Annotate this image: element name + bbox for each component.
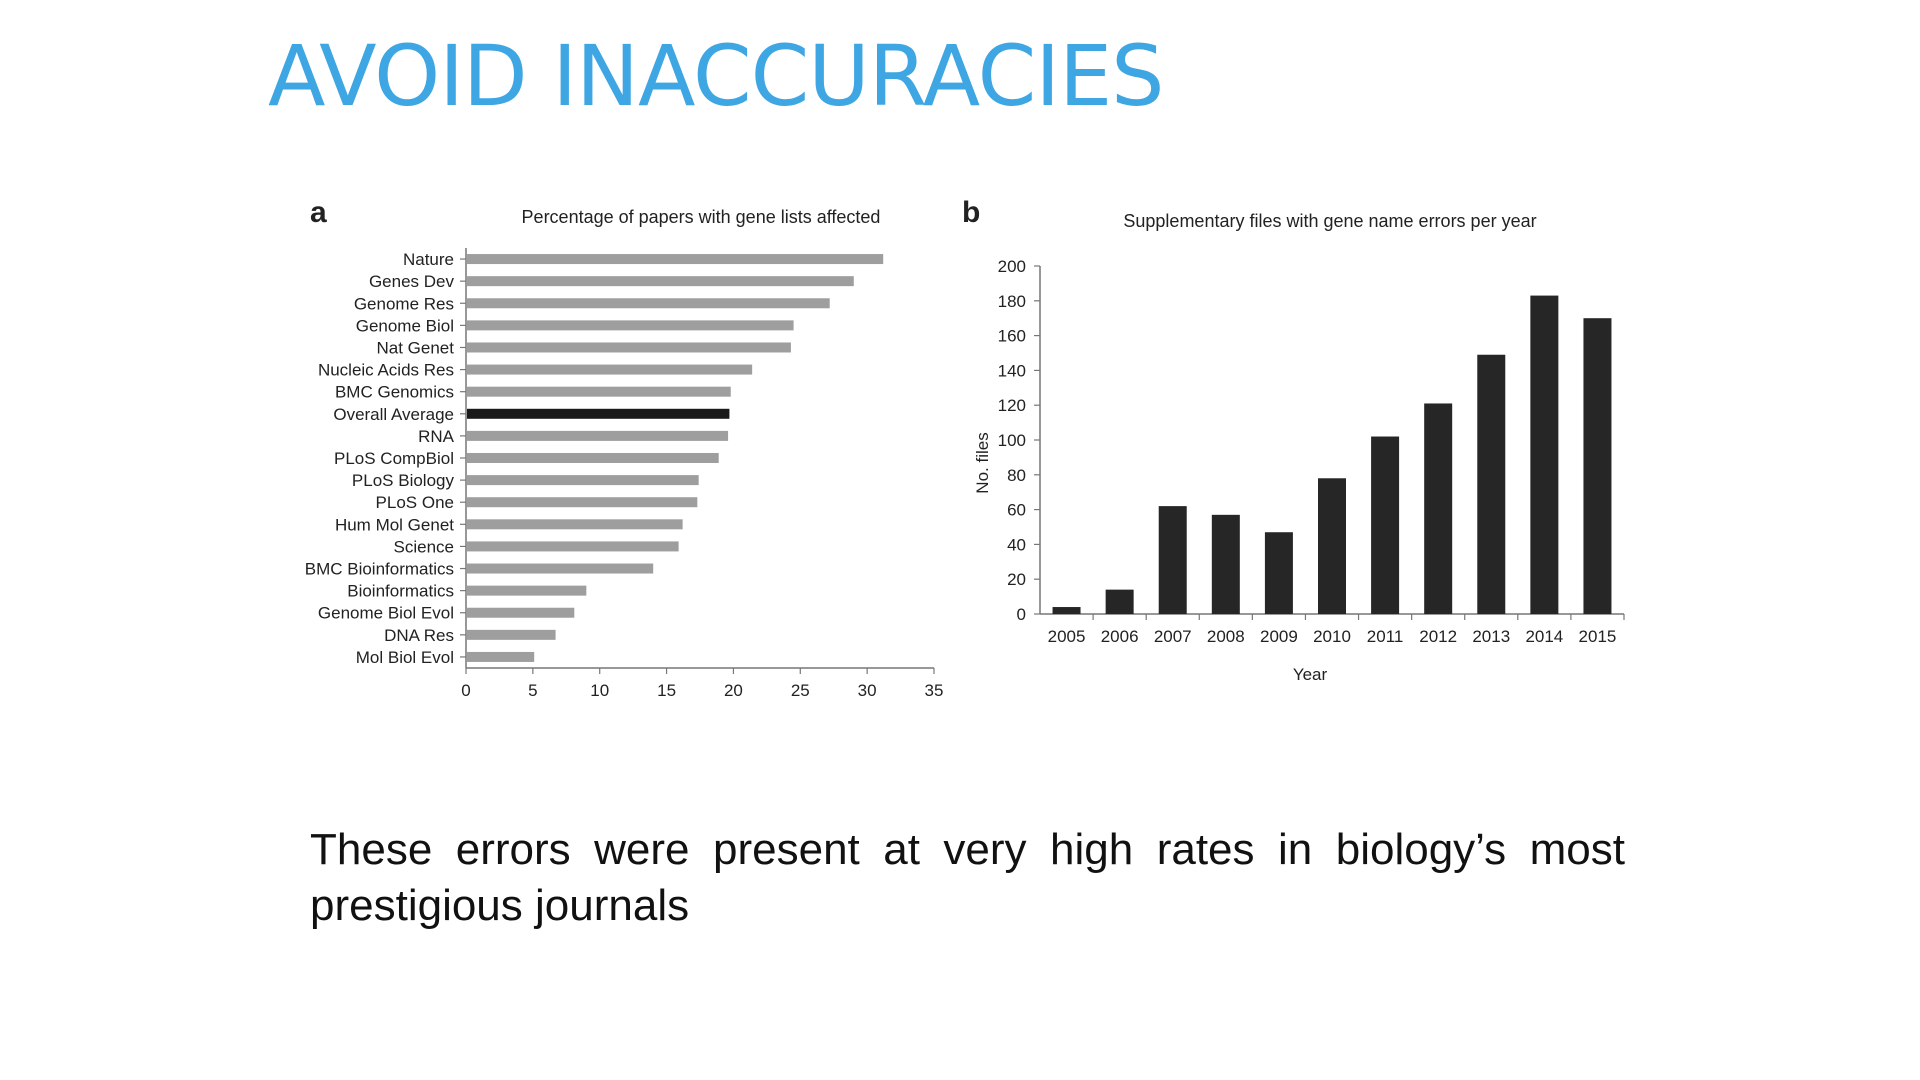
chart-a-bar <box>467 453 719 463</box>
chart-b-x-tick-label: 2008 <box>1207 627 1245 646</box>
chart-b-y-tick-label: 120 <box>998 396 1026 415</box>
chart-a-category-label: Nat Genet <box>377 338 455 357</box>
chart-b-y-tick-label: 0 <box>1017 605 1026 624</box>
chart-a-category-label: BMC Bioinformatics <box>305 560 454 579</box>
chart-b-y-tick-label: 200 <box>998 257 1026 276</box>
chart-a-bar <box>467 475 699 486</box>
chart-b-ylabel: No. files <box>973 432 992 493</box>
panel-b-letter: b <box>962 196 980 229</box>
chart-a-bar <box>467 342 791 353</box>
chart-a-bar <box>467 430 729 441</box>
chart-a-category-label: Science <box>394 537 454 556</box>
slide-body-text: These errors were present at very high r… <box>310 825 1625 930</box>
chart-a-plot: Nature Genes Dev Genome Res Genome Biol Nat … <box>305 248 944 700</box>
chart-a-title: Percentage of papers with gene lists aff… <box>522 207 881 227</box>
chart-a-x-tick-label: 30 <box>858 681 877 700</box>
chart-b-bar <box>1477 354 1506 614</box>
chart-b-y-tick-label: 160 <box>998 327 1026 346</box>
chart-b-y-tick-label: 60 <box>1007 501 1026 520</box>
chart-b-x-tick-label: 2015 <box>1579 627 1617 646</box>
chart-a-category-label: Genome Res <box>354 294 454 313</box>
chart-a-category-label: PLoS One <box>376 493 454 512</box>
chart-a-category-label: Genome Biol <box>356 316 454 335</box>
chart-a-bar <box>467 276 854 287</box>
chart-a-category-label: BMC Genomics <box>335 383 454 402</box>
chart-a-x-tick-label: 15 <box>657 681 676 700</box>
chart-b-x-tick-label: 2005 <box>1048 627 1086 646</box>
chart-a-bar <box>467 629 556 640</box>
chart-b-bar <box>1371 436 1400 614</box>
chart-a-category-label: Overall Average <box>333 405 454 424</box>
chart-a-bar <box>467 585 587 596</box>
chart-a-bar <box>467 408 730 419</box>
chart-b-xlabel: Year <box>1293 665 1328 684</box>
chart-a-category-label: PLoS CompBiol <box>334 449 454 468</box>
chart-b-x-tick-label: 2007 <box>1154 627 1192 646</box>
chart-b-x-tick-label: 2013 <box>1472 627 1510 646</box>
chart-b-plot: 0 20 40 60 80 100 120 140 160 180 200 2005 2006 2007 2… <box>998 257 1625 646</box>
chart-a-bar <box>467 320 794 331</box>
chart-b-bar <box>1530 295 1559 614</box>
chart-a-category-label: Nucleic Acids Res <box>318 361 454 380</box>
chart-b-bar <box>1211 514 1240 614</box>
chart-b-bar <box>1052 607 1081 614</box>
chart-b-bar <box>1424 403 1453 614</box>
chart-a-bar <box>467 298 830 309</box>
chart-b-bar <box>1583 318 1612 614</box>
chart-b-y-tick-label: 80 <box>1007 466 1026 485</box>
chart-b-bar <box>1158 506 1187 614</box>
chart-a-x-tick-label: 25 <box>791 681 810 700</box>
chart-b-bar <box>1318 478 1346 614</box>
chart-b-x-tick-label: 2006 <box>1101 627 1139 646</box>
chart-a-x-tick-label: 0 <box>461 681 470 700</box>
chart-b-y-tick-label: 40 <box>1007 535 1026 554</box>
chart-a-category-label: Mol Biol Evol <box>356 648 454 667</box>
chart-b-x-tick-label: 2010 <box>1313 627 1351 646</box>
chart-a-x-tick-label: 5 <box>528 681 537 700</box>
chart-a-bar <box>467 386 731 397</box>
chart-a-bar <box>467 364 753 375</box>
chart-b-y-tick-label: 20 <box>1007 570 1026 589</box>
chart-a-bar <box>467 541 679 552</box>
chart-b-title: Supplementary files with gene name error… <box>1123 211 1536 231</box>
chart-a-category-label: Bioinformatics <box>347 582 454 601</box>
chart-a-x-tick-label: 35 <box>925 681 944 700</box>
chart-a-x-tick-label: 10 <box>590 681 609 700</box>
chart-a-category-label: PLoS Biology <box>352 471 455 490</box>
chart-b-y-tick-label: 180 <box>998 292 1026 311</box>
chart-b-y-tick-label: 140 <box>998 361 1026 380</box>
chart-b-x-tick-label: 2014 <box>1525 627 1563 646</box>
chart-a-bar <box>467 519 683 530</box>
chart-a-bar <box>467 651 535 662</box>
chart-a: a Percentage of papers with gene lists a… <box>305 196 944 700</box>
chart-b-x-tick-label: 2009 <box>1260 627 1298 646</box>
chart-a-x-tick-label: 20 <box>724 681 743 700</box>
chart-a-bar <box>467 563 654 574</box>
slide-title: AVOID INACCURACIES <box>268 27 1164 125</box>
chart-a-category-label: Genes Dev <box>369 272 455 291</box>
chart-b-bar <box>1105 589 1134 614</box>
chart-a-bar <box>467 497 698 508</box>
chart-a-bar <box>467 254 884 265</box>
chart-a-category-label: DNA Res <box>384 626 454 645</box>
chart-a-category-label: Hum Mol Genet <box>335 515 454 534</box>
chart-a-bar <box>467 607 575 618</box>
chart-b-x-tick-label: 2012 <box>1419 627 1457 646</box>
chart-a-category-label: RNA <box>418 427 455 446</box>
chart-a-category-label: Nature <box>403 250 454 269</box>
chart-b-y-tick-label: 100 <box>998 431 1026 450</box>
chart-b: b Supplementary files with gene name err… <box>962 196 1625 684</box>
chart-b-bar <box>1264 532 1293 614</box>
chart-b-x-tick-label: 2011 <box>1367 627 1404 646</box>
panel-a-letter: a <box>310 196 327 229</box>
chart-a-category-label: Genome Biol Evol <box>318 604 454 623</box>
